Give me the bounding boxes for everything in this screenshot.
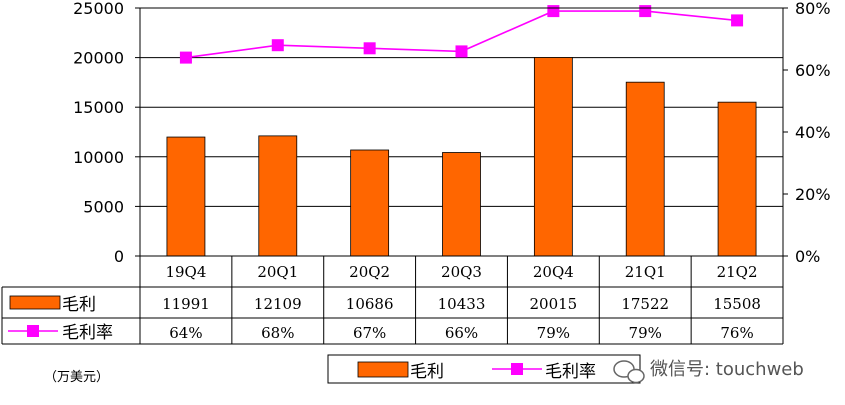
x-tick-label: 20Q4 <box>533 263 574 281</box>
table-cell-gross-profit: 20015 <box>529 295 577 313</box>
table-cell-gross-profit: 15508 <box>713 295 761 313</box>
x-tick-label: 20Q2 <box>349 263 390 281</box>
bar <box>442 152 481 257</box>
y-tick-label: 25000 <box>73 0 124 18</box>
x-tick-label: 21Q2 <box>717 263 758 281</box>
table-cell-gross-margin: 76% <box>720 324 753 342</box>
watermark: 微信号: touchweb <box>613 359 804 384</box>
y-tick-label: 10000 <box>73 148 124 167</box>
legend: 毛利 毛利率 <box>327 354 641 384</box>
table-cell-gross-margin: 64% <box>169 324 202 342</box>
y-tick-label: 5000 <box>83 197 124 216</box>
y2-tick-label: 0% <box>795 247 820 266</box>
data-table: 19Q4 20Q1 20Q2 20Q3 20Q4 21Q1 21Q2 11991 12109 10… <box>1 256 784 345</box>
table-cell-gross-profit: 10433 <box>438 295 486 313</box>
bar-series-gross-profit <box>166 57 757 257</box>
table-cell-gross-margin: 68% <box>261 324 294 342</box>
line-marker <box>547 5 560 18</box>
bar <box>533 57 573 257</box>
line-marker <box>455 45 468 58</box>
y-tick-label: 20000 <box>73 49 124 68</box>
row-key-bar <box>9 295 61 310</box>
table-cell-gross-profit: 17522 <box>621 295 669 313</box>
y2-tick-label: 80% <box>795 0 831 18</box>
legend-key-bar <box>357 361 409 378</box>
bar <box>350 149 390 257</box>
table-cell-gross-margin: 79% <box>537 324 570 342</box>
x-tick-label: 20Q3 <box>441 263 482 281</box>
line-marker <box>639 5 652 18</box>
y-tick-label: 0 <box>114 247 124 266</box>
unit-note: （万美元） <box>44 370 109 385</box>
line-marker <box>271 39 284 52</box>
left-y-axis: 0 5000 10000 15000 20000 25000 <box>73 0 140 266</box>
line-marker <box>363 42 376 55</box>
x-tick-label: 19Q4 <box>165 263 206 281</box>
y2-tick-label: 20% <box>795 185 831 204</box>
line-series-gross-margin <box>179 5 744 64</box>
table-cell-gross-margin: 66% <box>445 324 478 342</box>
line-marker <box>179 51 192 64</box>
table-cell-gross-margin: 67% <box>353 324 386 342</box>
bar <box>717 101 757 257</box>
x-tick-label: 21Q1 <box>625 263 666 281</box>
watermark-text: 微信号: touchweb <box>650 359 804 380</box>
table-cell-gross-profit: 10686 <box>346 295 394 313</box>
row-key-marker <box>27 325 39 337</box>
table-cell-gross-profit: 12109 <box>254 295 302 313</box>
legend-key-marker <box>511 363 523 375</box>
legend-label: 毛利率 <box>545 362 596 382</box>
wechat-bubble-small <box>627 368 645 384</box>
right-y-axis: 0% 20% 40% 60% 80% <box>783 0 831 266</box>
wechat-icon <box>613 360 645 384</box>
table-cell-gross-margin: 79% <box>629 324 662 342</box>
row-label-gross-profit: 毛利 <box>62 295 96 315</box>
y-tick-label: 15000 <box>73 98 124 117</box>
bar <box>625 81 665 257</box>
table-cell-gross-profit: 11991 <box>162 295 210 313</box>
legend-label: 毛利 <box>410 362 444 382</box>
x-tick-label: 20Q1 <box>257 263 298 281</box>
line-marker <box>731 14 744 27</box>
row-label-gross-margin: 毛利率 <box>62 323 113 343</box>
y2-tick-label: 40% <box>795 123 831 142</box>
bar <box>166 136 206 257</box>
bar <box>258 135 298 257</box>
y2-tick-label: 60% <box>795 61 831 80</box>
